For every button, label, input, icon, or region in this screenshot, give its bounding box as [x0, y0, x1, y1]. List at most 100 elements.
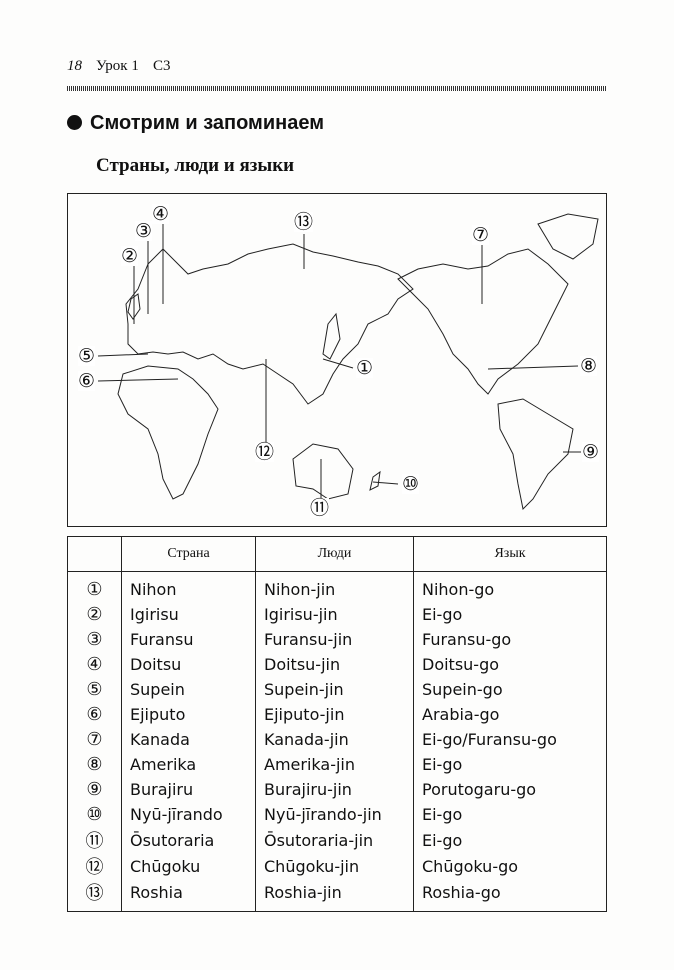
people-cell: Supein-jin [255, 677, 414, 702]
map-label-4: ④ [152, 203, 170, 225]
bullet-icon [67, 115, 82, 130]
row-number: ⑬ [67, 879, 122, 912]
map-label-13: ⑬ [294, 211, 314, 233]
country-cell: Nihon [121, 571, 256, 602]
column-language: Язык [413, 536, 607, 572]
world-map: ① ② ③ ④ ⑤ ⑥ ⑦ ⑧ ⑨ ⑩ ⑪ ⑫ ⑬ [67, 193, 607, 527]
greenland-outline [537, 213, 599, 260]
row-number: ⑦ [67, 727, 122, 752]
lesson-label: Урок 1 [96, 58, 139, 74]
header-rule [67, 86, 607, 91]
table-row: ⑩ Nyū-jīrando Nyū-jīrando-jin Ei-go [67, 802, 607, 827]
country-cell: Furansu [121, 627, 256, 652]
row-number: ⑨ [67, 777, 122, 802]
row-number: ⑥ [67, 702, 122, 727]
country-cell: Burajiru [121, 777, 256, 802]
table-row: ⑫ Chūgoku Chūgoku-jin Chūgoku-go [67, 853, 607, 879]
map-label-2: ② [121, 245, 139, 267]
map-label-9: ⑨ [582, 441, 600, 463]
table-row: ① Nihon Nihon-jin Nihon-go [67, 571, 607, 602]
section-code: C3 [153, 58, 171, 74]
section-title: Смотрим и запоминаем [90, 112, 324, 134]
column-number [67, 536, 122, 572]
map-label-1: ① [356, 357, 374, 379]
map-label-7: ⑦ [472, 224, 490, 246]
language-cell: Furansu-go [413, 627, 607, 652]
table-row: ⑨ Burajiru Burajiru-jin Porutogaru-go [67, 777, 607, 802]
people-cell: Amerika-jin [255, 752, 414, 777]
language-cell: Doitsu-go [413, 652, 607, 677]
table-row: ⑥ Ejiputo Ejiputo-jin Arabia-go [67, 702, 607, 727]
table-row: ② Igirisu Igirisu-jin Ei-go [67, 602, 607, 627]
language-cell: Supein-go [413, 677, 607, 702]
map-label-10: ⑩ [402, 473, 420, 495]
people-cell: Roshia-jin [255, 879, 414, 912]
subtitle: Страны, люди и языки [96, 155, 295, 176]
people-cell: Burajiru-jin [255, 777, 414, 802]
map-label-11: ⑪ [310, 497, 330, 519]
map-label-3: ③ [135, 220, 153, 242]
people-cell: Doitsu-jin [255, 652, 414, 677]
people-cell: Igirisu-jin [255, 602, 414, 627]
language-cell: Roshia-go [413, 879, 607, 912]
language-cell: Nihon-go [413, 571, 607, 602]
language-cell: Chūgoku-go [413, 853, 607, 879]
map-label-6: ⑥ [78, 370, 96, 392]
australia-outline [292, 443, 354, 500]
table-header: Страна Люди Язык [67, 536, 607, 572]
people-cell: Chūgoku-jin [255, 853, 414, 879]
row-number: ③ [67, 627, 122, 652]
page-number: 18 [67, 58, 82, 74]
country-cell: Chūgoku [121, 853, 256, 879]
people-cell: Ōsutoraria-jin [255, 827, 414, 853]
country-cell: Ōsutoraria [121, 827, 256, 853]
language-cell: Ei-go [413, 827, 607, 853]
country-cell: Igirisu [121, 602, 256, 627]
people-cell: Ejiputo-jin [255, 702, 414, 727]
country-cell: Supein [121, 677, 256, 702]
eurasia-outline [125, 243, 414, 405]
row-number: ⑪ [67, 827, 122, 853]
table-row: ⑬ Roshia Roshia-jin Roshia-go [67, 879, 607, 912]
people-cell: Nihon-jin [255, 571, 414, 602]
country-cell: Doitsu [121, 652, 256, 677]
leader-lines [97, 222, 581, 506]
country-cell: Amerika [121, 752, 256, 777]
country-cell: Ejiputo [121, 702, 256, 727]
britain-outline [127, 293, 141, 320]
table-row: ③ Furansu Furansu-jin Furansu-go [67, 627, 607, 652]
people-cell: Nyū-jīrando-jin [255, 802, 414, 827]
country-cell: Roshia [121, 879, 256, 912]
newzealand-outline [369, 470, 381, 491]
language-cell: Arabia-go [413, 702, 607, 727]
language-cell: Ei-go/Furansu-go [413, 727, 607, 752]
row-number: ⑩ [67, 802, 122, 827]
language-cell: Ei-go [413, 802, 607, 827]
row-number: ⑫ [67, 853, 122, 879]
africa-outline [117, 365, 219, 500]
section-heading: Смотрим и запоминаем [67, 112, 324, 135]
countries-table: Страна Люди Язык ① Nihon Nihon-jin Nihon-go… [67, 536, 607, 912]
map-label-5: ⑤ [78, 345, 96, 367]
column-people: Люди [255, 536, 414, 572]
south-america-outline [497, 398, 574, 511]
column-country: Страна [121, 536, 256, 572]
language-cell: Ei-go [413, 752, 607, 777]
row-number: ⑤ [67, 677, 122, 702]
country-cell: Kanada [121, 727, 256, 752]
row-number: ④ [67, 652, 122, 677]
map-label-8: ⑧ [580, 355, 598, 377]
north-america-outline [397, 248, 569, 395]
table-row: ⑪ Ōsutoraria Ōsutoraria-jin Ei-go [67, 827, 607, 853]
row-number: ⑧ [67, 752, 122, 777]
row-number: ① [67, 571, 122, 602]
people-cell: Furansu-jin [255, 627, 414, 652]
map-label-12: ⑫ [255, 441, 275, 463]
japan-outline [322, 312, 341, 360]
language-cell: Ei-go [413, 602, 607, 627]
people-cell: Kanada-jin [255, 727, 414, 752]
language-cell: Porutogaru-go [413, 777, 607, 802]
country-cell: Nyū-jīrando [121, 802, 256, 827]
table-row: ⑦ Kanada Kanada-jin Ei-go/Furansu-go [67, 727, 607, 752]
